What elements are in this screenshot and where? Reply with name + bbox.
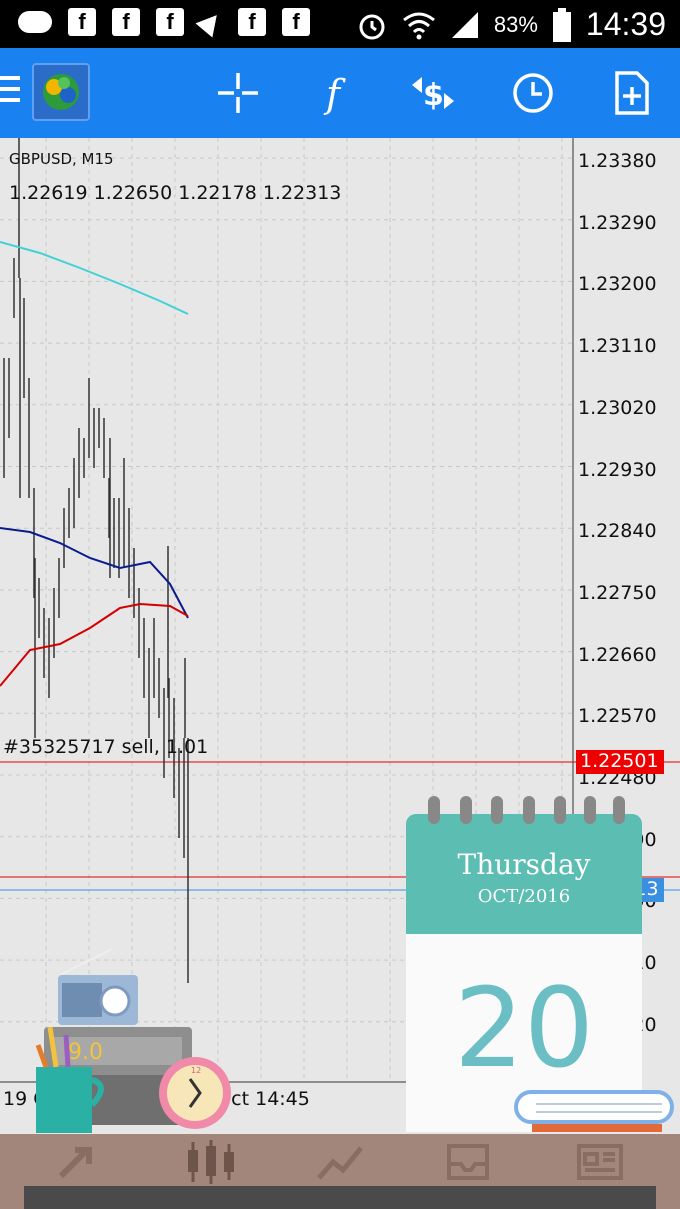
- desk-decoration: 9.0 12: [35, 948, 231, 1133]
- ma-blue-line: [0, 527, 189, 619]
- trade-icon: $: [412, 77, 454, 113]
- calendar-ring: [613, 796, 625, 824]
- clock-icon: [513, 73, 553, 113]
- battery-icon: [552, 7, 571, 42]
- news-icon: [577, 1144, 623, 1180]
- calendar-month: OCT/2016: [477, 886, 571, 907]
- price-tick-label: 1.23020: [578, 396, 657, 419]
- price-tick-label: 1.22750: [578, 581, 657, 604]
- calendar-ring: [584, 796, 596, 824]
- price-tick-label: 1.22840: [578, 520, 657, 543]
- navigation-icon: [195, 6, 227, 38]
- svg-text:$: $: [423, 78, 444, 113]
- calendar-widget[interactable]: Thursday OCT/2016 20: [406, 796, 642, 1132]
- nav-history[interactable]: [440, 1140, 496, 1184]
- ohlc-values: 1.22619 1.22650 1.22178 1.22313: [9, 182, 342, 204]
- crosshair-icon: [218, 73, 258, 113]
- calendar-ring: [554, 796, 566, 824]
- signal-icon: [451, 11, 478, 38]
- price-tick-label: 1.23110: [578, 335, 657, 358]
- calendar-ring: [491, 796, 503, 824]
- new-order-button[interactable]: [606, 68, 656, 118]
- facebook-icon: f: [282, 8, 310, 36]
- nav-quotes[interactable]: [52, 1140, 108, 1184]
- ma-red-line: [0, 602, 189, 687]
- price-tick-label: 1.22570: [578, 705, 657, 728]
- price-tick-label: 1.22930: [578, 458, 657, 481]
- calendar-date: 20: [454, 964, 594, 1092]
- calendar-day: Thursday: [457, 848, 591, 881]
- order-label: #35325717 sell, 1.01: [3, 736, 209, 758]
- new-order-icon: [615, 71, 649, 115]
- facebook-icon: f: [68, 8, 96, 36]
- indicators-icon: f: [323, 72, 346, 115]
- quotes-icon: [58, 1147, 92, 1179]
- sell-price-tag: 1.22501: [576, 750, 664, 774]
- calendar-ring: [460, 796, 472, 824]
- menu-icon[interactable]: [0, 76, 22, 106]
- history-icon: [447, 1144, 489, 1180]
- period-button[interactable]: [508, 68, 558, 118]
- crosshair-button[interactable]: [213, 68, 263, 118]
- bottom-strip: [24, 1186, 656, 1209]
- calendar-ring: [523, 796, 535, 824]
- chart-symbol: GBPUSD, M15: [9, 150, 114, 168]
- indicators-button[interactable]: f: [311, 68, 361, 118]
- price-tick-label: 1.22660: [578, 643, 657, 666]
- app-logo[interactable]: [32, 63, 90, 121]
- book-decoration: [514, 1090, 674, 1132]
- alarm-icon: [359, 14, 385, 39]
- svg-text:12: 12: [191, 1066, 201, 1075]
- message-icon: [18, 11, 52, 33]
- pencil-cup-label: 9.0: [68, 1040, 103, 1065]
- notification-icons: f f f f f: [18, 6, 310, 38]
- calendar-ring: [428, 796, 440, 824]
- price-tick-label: 1.23200: [578, 273, 657, 296]
- facebook-icon: f: [112, 8, 140, 36]
- ma-cyan-line: [0, 241, 189, 315]
- status-bar: f f f f f 83% 14:39: [0, 0, 680, 48]
- nav-trade[interactable]: [312, 1140, 368, 1184]
- trade-button[interactable]: $: [408, 68, 458, 118]
- price-tick-label: 1.23290: [578, 211, 657, 234]
- app-toolbar: f $: [0, 48, 680, 138]
- facebook-icon: f: [238, 8, 266, 36]
- calendar-header: [406, 814, 642, 934]
- nav-news[interactable]: [572, 1140, 628, 1184]
- battery-percent: 83%: [493, 11, 538, 37]
- chart-icon: [188, 1140, 234, 1184]
- svg-text:f: f: [323, 72, 346, 115]
- trade-icon: [317, 1146, 363, 1180]
- facebook-icon: f: [156, 8, 184, 36]
- clock: 14:39: [585, 6, 666, 42]
- nav-chart[interactable]: [182, 1140, 238, 1184]
- wifi-icon: [402, 12, 435, 39]
- price-tick-label: 1.23380: [578, 150, 657, 172]
